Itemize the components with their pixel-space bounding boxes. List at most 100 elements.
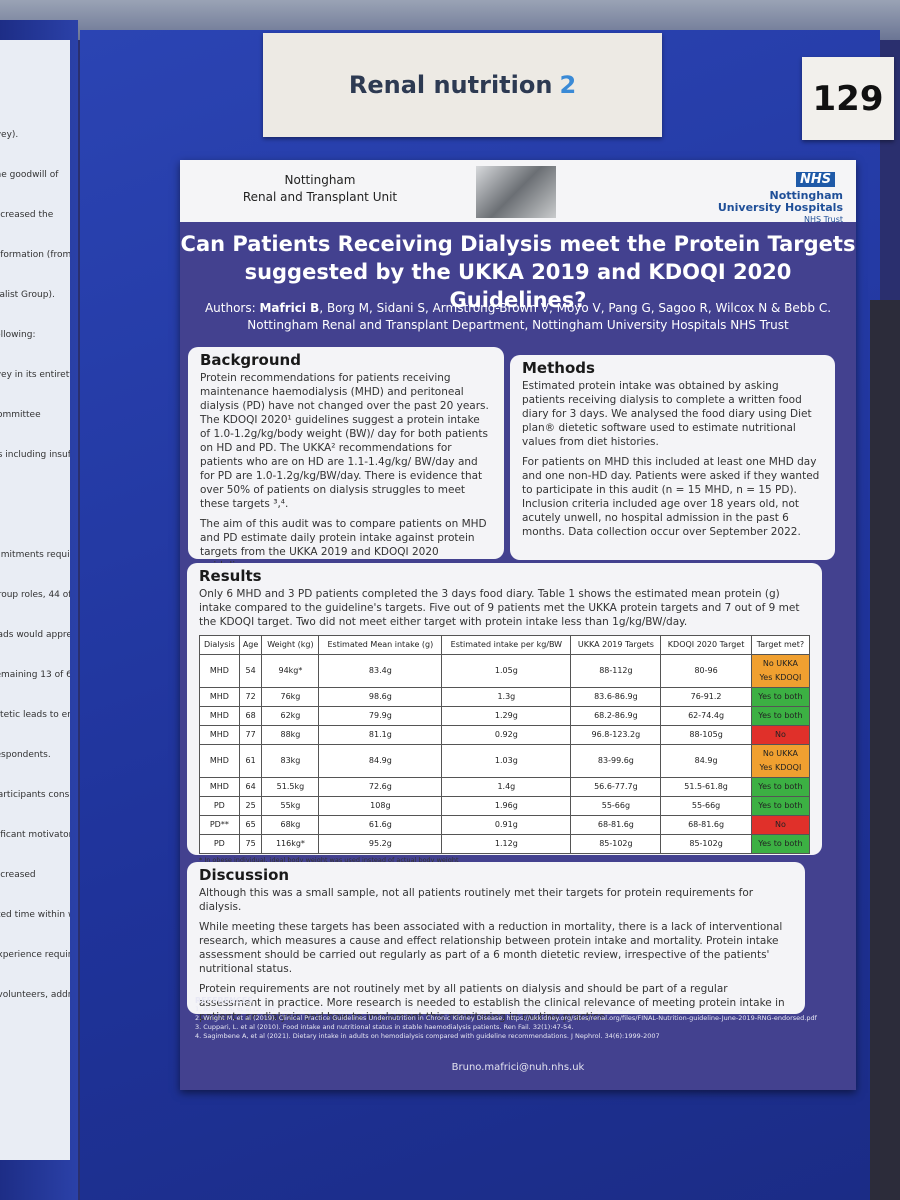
- fragment: eads would appreciate: [0, 630, 70, 640]
- fragment: increased: [0, 870, 36, 880]
- table-cell: Yes to both: [750, 834, 811, 854]
- board-number: 129: [802, 57, 894, 140]
- fragment: increased the: [0, 210, 54, 220]
- table-cell: 77: [238, 725, 263, 745]
- table-cell: 108g: [318, 796, 443, 816]
- table-cell: Yes to both: [750, 706, 811, 726]
- paragraph: For patients on MHD this included at lea…: [522, 456, 820, 538]
- table-cell: 76-91.2: [660, 687, 752, 707]
- table-cell: 1.4g: [441, 777, 572, 797]
- lead-author: Mafrici B: [259, 301, 320, 315]
- background-edge: [870, 300, 900, 1200]
- table-cell: 81.1g: [318, 725, 443, 745]
- session-label: Renal nutrition: [348, 71, 553, 99]
- table-row: MHD 77 88kg 81.1g 0.92g 96.8-123.2g 88-105g No: [199, 725, 811, 745]
- table-cell: 83-99.6g: [570, 744, 662, 778]
- table-cell: 68-81.6g: [660, 815, 752, 835]
- fragment: cted time within working: [0, 910, 70, 920]
- table-row: PD 75 116kg* 95.2g 1.12g 85-102g 85-102g Yes to…: [199, 834, 811, 854]
- fragment: rvey).: [0, 130, 19, 140]
- table-header: UKKA 2019 Targets: [570, 635, 662, 655]
- reference: 2. Wright M, et al (2019). Clinical Prac…: [195, 1014, 817, 1022]
- table-cell: 55-66g: [570, 796, 662, 816]
- org-line: University Hospitals: [717, 201, 843, 214]
- table-cell: 1.03g: [441, 744, 572, 778]
- fragment: committee: [0, 410, 41, 420]
- results-section: Results Only 6 MHD and 3 PD patients comp…: [187, 563, 822, 872]
- table-row: MHD 54 94kg* 83.4g 1.05g 88-112g 80-96 No UKKA …: [199, 654, 811, 688]
- fragment: ietetic leads to engage in: [0, 710, 70, 720]
- results-table: Dialysis Age Weight (kg) Estimated Mean int…: [199, 635, 811, 854]
- table-cell: 72: [238, 687, 263, 707]
- table-cell: 68.2-86.9g: [570, 706, 662, 726]
- table-cell: MHD: [199, 654, 240, 688]
- table-cell: 95.2g: [318, 834, 443, 854]
- background-section: Background Protein recommendations for pa…: [188, 347, 504, 572]
- table-cell: No UKKA Yes KDOQI: [750, 744, 811, 778]
- discussion-section: Discussion Although this was a small samp…: [187, 862, 805, 1023]
- fragment: ns including insufficient: [0, 450, 70, 460]
- table-cell: MHD: [199, 687, 240, 707]
- table-cell: 116kg*: [261, 834, 320, 854]
- table-cell: 65: [238, 815, 263, 835]
- table-cell: 83kg: [261, 744, 320, 778]
- email: Bruno.mafrici@nuh.nhs.uk: [451, 1062, 585, 1073]
- table-cell: MHD: [199, 744, 240, 778]
- table-cell: PD: [199, 796, 240, 816]
- table-cell: 1.12g: [441, 834, 572, 854]
- session-number: 2: [559, 71, 577, 99]
- fragment: the goodwill of: [0, 170, 59, 180]
- left-poster: rvey). the goodwill of increased the inform…: [0, 40, 70, 1160]
- table-cell: Yes to both: [750, 777, 811, 797]
- fragment: rvey in its entirety.: [0, 370, 70, 380]
- table-cell: 1.05g: [441, 654, 572, 688]
- table-cell: 84.9g: [318, 744, 443, 778]
- table-cell: 64: [238, 777, 263, 797]
- authors-label: Authors:: [204, 301, 256, 315]
- reference: 3. Cuppari, L. et al (2010). Food intake…: [195, 1023, 574, 1031]
- fragment: respondents.: [0, 750, 51, 760]
- fragment: cialist Group).: [0, 290, 55, 300]
- paragraph: Only 6 MHD and 3 PD patients completed t…: [199, 588, 800, 628]
- org-line: Nottingham: [284, 173, 356, 187]
- table-cell: 0.92g: [441, 725, 572, 745]
- table-cell: 1.96g: [441, 796, 572, 816]
- table-cell: No UKKA Yes KDOQI: [750, 654, 811, 688]
- table-cell: 88kg: [261, 725, 320, 745]
- table-cell: 68-81.6g: [570, 815, 662, 835]
- table-row: MHD 68 62kg 79.9g 1.29g 68.2-86.9g 62-74.4g Yes…: [199, 706, 811, 726]
- table-row: MHD 64 51.5kg 72.6g 1.4g 56.6-77.7g 51.5-61.8g…: [199, 777, 811, 797]
- table-cell: MHD: [199, 725, 240, 745]
- table-header: Weight (kg): [261, 635, 320, 655]
- section-heading: Results: [199, 567, 262, 585]
- table-row: PD 25 55kg 108g 1.96g 55-66g 55-66g Yes to both: [199, 796, 811, 816]
- table-cell: 62-74.4g: [660, 706, 752, 726]
- table-header: Estimated Mean intake (g): [318, 635, 443, 655]
- paragraph: Although this was a small sample, not al…: [199, 887, 754, 913]
- section-heading: Discussion: [199, 866, 290, 884]
- table-cell: MHD: [199, 706, 240, 726]
- org-right: Nottingham University Hospitals NHS Trus…: [680, 190, 843, 226]
- poster-title: Can Patients Receiving Dialysis meet the…: [180, 230, 856, 314]
- table-cell: 96.8-123.2g: [570, 725, 662, 745]
- table-header: Target met?: [750, 635, 811, 655]
- fragment: following:: [0, 330, 36, 340]
- fragment: group roles, 44 of 63: [0, 590, 70, 600]
- table-cell: 80-96: [660, 654, 752, 688]
- table-cell: 61: [238, 744, 263, 778]
- table-cell: 83.6-86.9g: [570, 687, 662, 707]
- footnote: * In obese individual, ideal body weight…: [199, 856, 459, 864]
- paragraph: While meeting these targets has been ass…: [199, 921, 783, 975]
- fragment: participants considered: [0, 790, 70, 800]
- org-line: Nottingham: [769, 189, 843, 202]
- table-cell: 94kg*: [261, 654, 320, 688]
- table-cell: 25: [238, 796, 263, 816]
- table-cell: 79.9g: [318, 706, 443, 726]
- table-cell: PD: [199, 834, 240, 854]
- table-cell: 55-66g: [660, 796, 752, 816]
- table-cell: Yes to both: [750, 796, 811, 816]
- table-cell: 1.3g: [441, 687, 572, 707]
- table-cell: 56.6-77.7g: [570, 777, 662, 797]
